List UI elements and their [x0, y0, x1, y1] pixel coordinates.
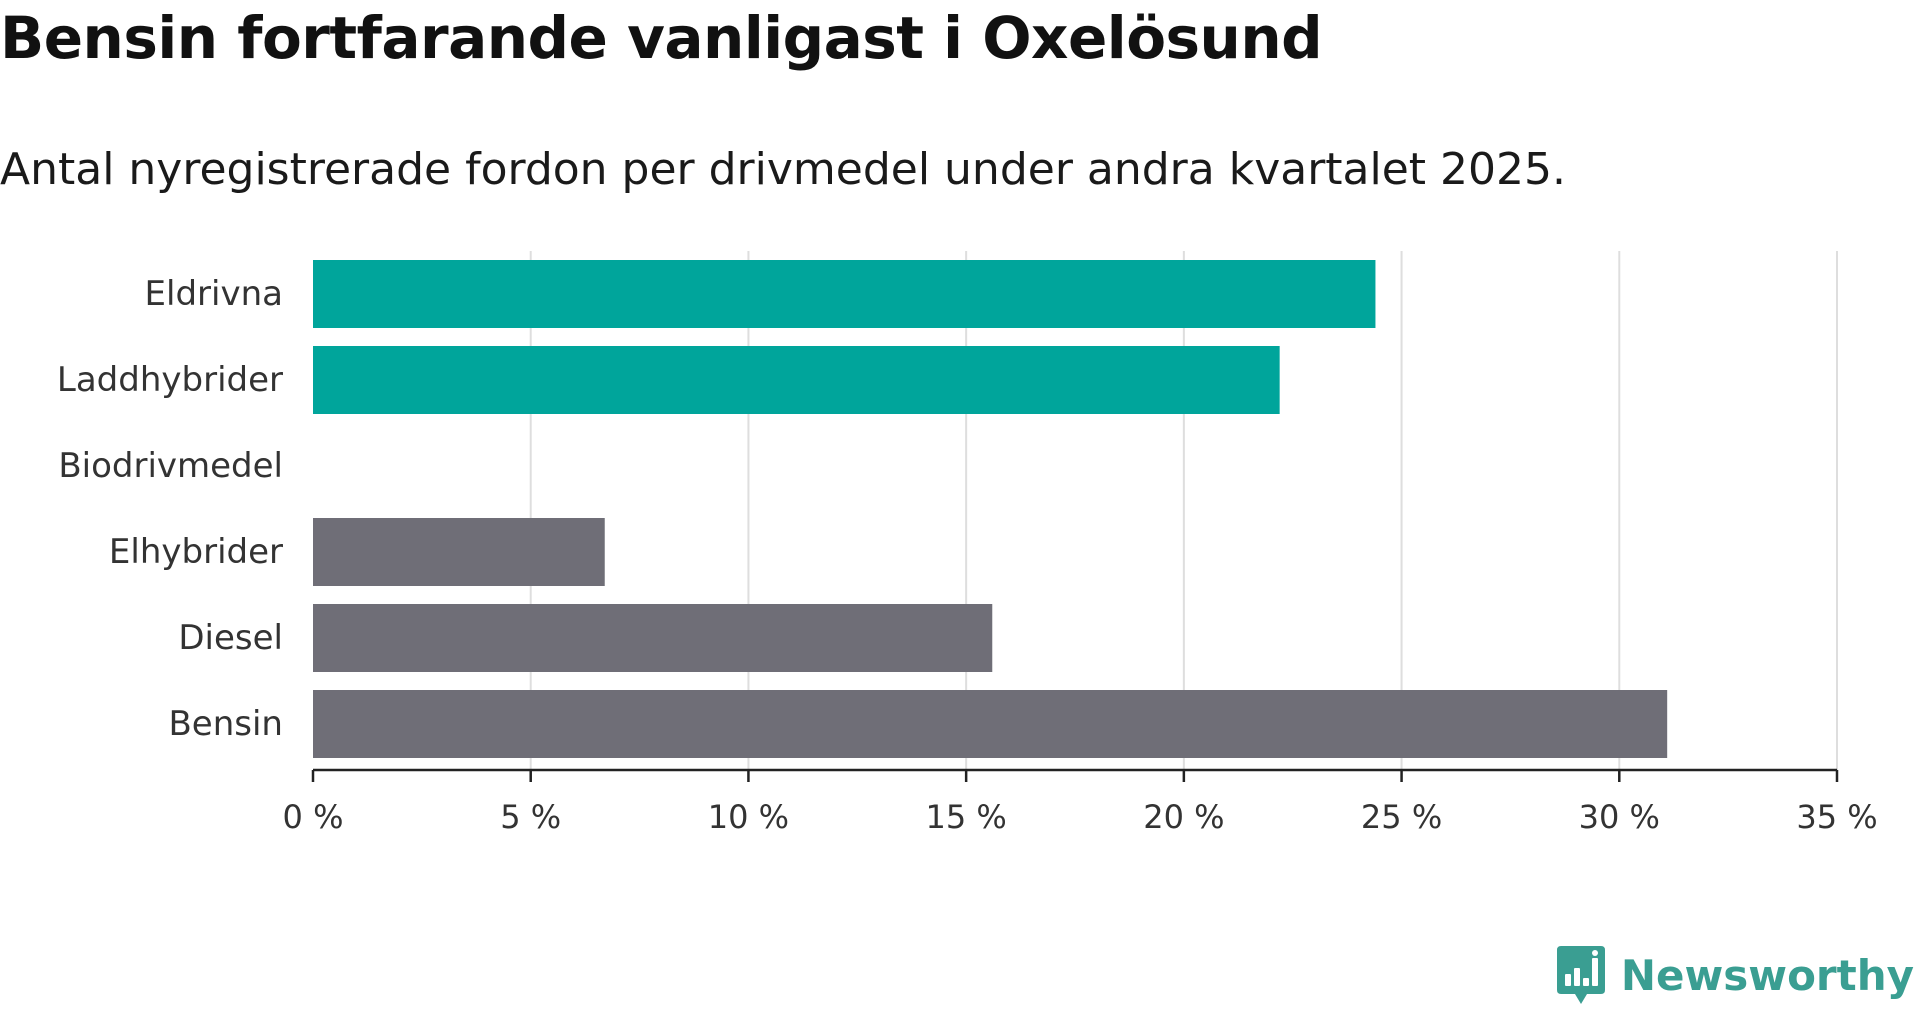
- x-tick-label-2: 10 %: [708, 798, 789, 836]
- bar-chart: Eldrivna Laddhybrider Biodrivmedel Elhybrid…: [57, 251, 1878, 836]
- category-label-4: Diesel: [178, 618, 283, 658]
- x-tick-label-4: 20 %: [1143, 798, 1224, 836]
- brand-name: Newsworthy: [1620, 950, 1914, 1000]
- bars: [313, 260, 1668, 758]
- gridlines: [529, 251, 1838, 770]
- x-tick-label-7: 35 %: [1796, 798, 1877, 836]
- x-axis: 0 % 5 % 10 % 15 % 20 % 25 % 30 % 35 %: [283, 768, 1878, 836]
- newsworthy-logo-icon: [1556, 946, 1605, 1004]
- bar-0: [313, 260, 1376, 328]
- x-tick-label-0: 0 %: [283, 798, 344, 836]
- category-label-0: Eldrivna: [145, 274, 283, 314]
- x-tick-label-1: 5 %: [500, 798, 561, 836]
- chart-title: Bensin fortfarande vanligast i Oxelösund: [0, 4, 1323, 72]
- category-label-5: Bensin: [168, 704, 283, 744]
- bar-3: [313, 518, 605, 586]
- category-labels: Eldrivna Laddhybrider Biodrivmedel Elhybrid…: [57, 274, 283, 744]
- category-label-3: Elhybrider: [109, 532, 283, 572]
- chart-subtitle: Antal nyregistrerade fordon per drivmede…: [0, 144, 1566, 195]
- brand-logo: Newsworthy: [1555, 940, 1914, 1010]
- category-label-2: Biodrivmedel: [58, 446, 283, 486]
- bar-1: [313, 346, 1280, 414]
- x-tick-label-5: 25 %: [1361, 798, 1442, 836]
- x-tick-label-6: 30 %: [1579, 798, 1660, 836]
- x-tick-label-3: 15 %: [925, 798, 1006, 836]
- category-label-1: Laddhybrider: [57, 360, 283, 400]
- bar-4: [313, 604, 993, 672]
- bar-5: [313, 690, 1668, 758]
